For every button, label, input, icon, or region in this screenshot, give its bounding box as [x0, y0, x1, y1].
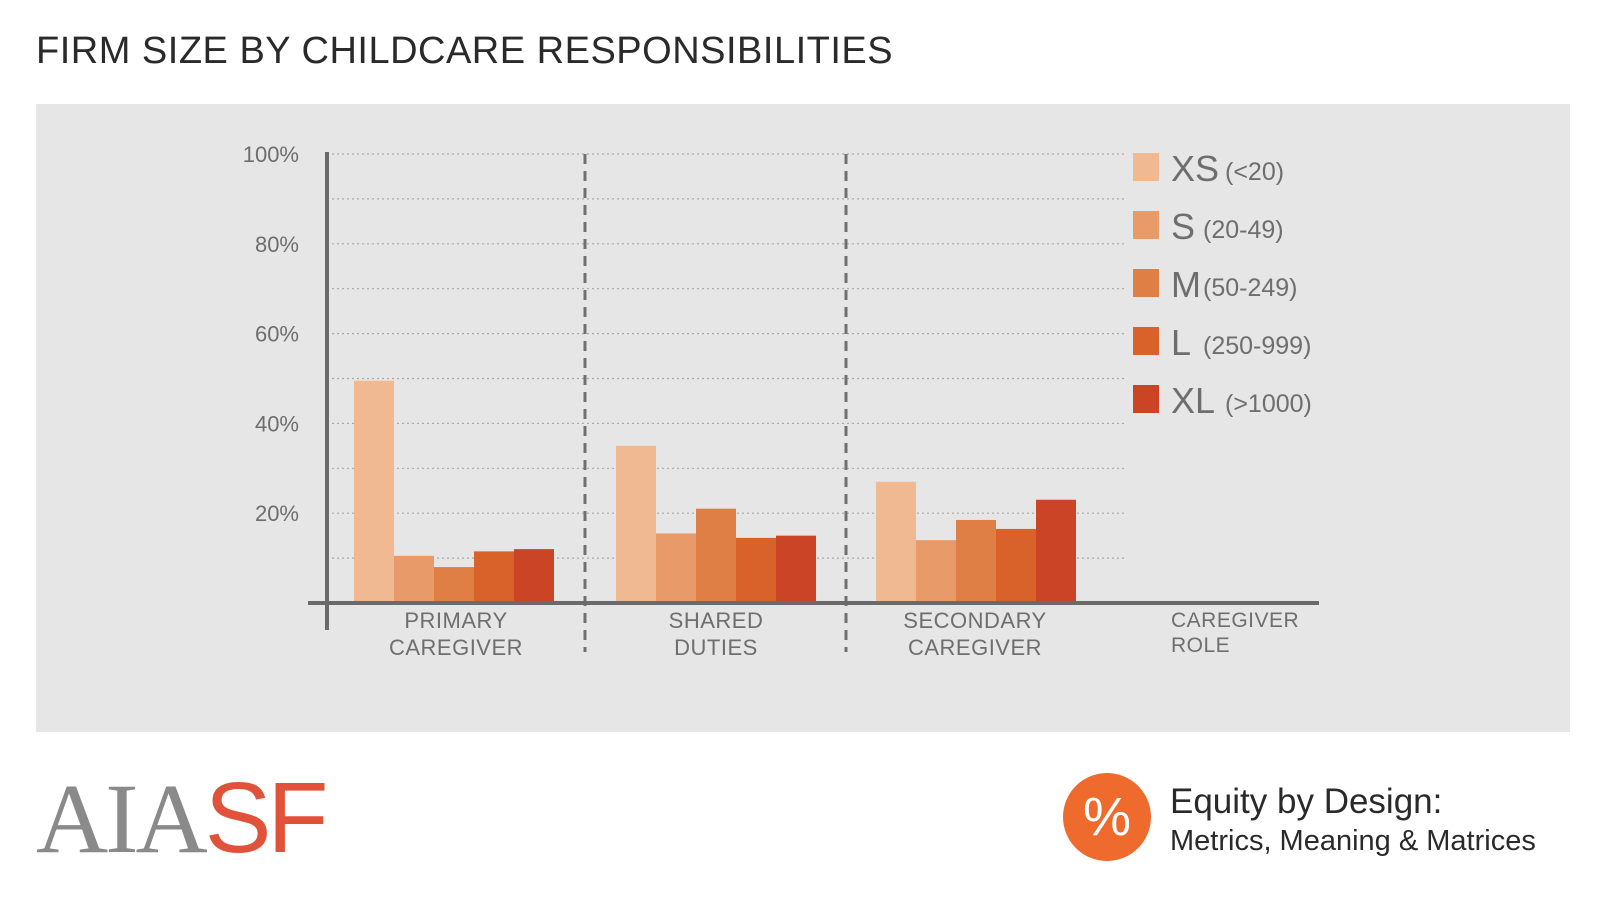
category-label: SECONDARY	[903, 608, 1046, 633]
bar-xl-3	[1036, 499, 1076, 603]
bar-xl-2	[776, 535, 816, 603]
bar-s-2	[656, 533, 696, 603]
category-label: CAREGIVER	[389, 635, 523, 660]
y-tick-label: 20%	[255, 501, 299, 526]
chart-title: FIRM SIZE BY CHILDCARE RESPONSIBILITIES	[36, 30, 894, 72]
bar-s-1	[394, 555, 434, 603]
legend-label-xs: XS	[1171, 148, 1219, 189]
legend-range-xl: (>1000)	[1225, 390, 1312, 418]
legend-range-l: (250-999)	[1203, 332, 1311, 360]
legend-label-xl: XL	[1171, 380, 1215, 421]
category-label: PRIMARY	[404, 608, 507, 633]
y-tick-label: 60%	[255, 322, 299, 347]
legend-range-s: (20-49)	[1203, 216, 1284, 244]
legend-label-s: S	[1171, 206, 1195, 247]
legend-range-m: (50-249)	[1203, 274, 1298, 302]
bar-l-2	[736, 537, 776, 603]
legend-swatch-xl	[1133, 385, 1159, 413]
legend-label-m: M	[1171, 264, 1201, 305]
bar-m-1	[434, 567, 474, 603]
bar-xs-1	[354, 380, 394, 603]
y-tick-label: 100%	[243, 142, 299, 167]
bar-xs-3	[876, 481, 916, 603]
bar-m-2	[696, 508, 736, 603]
aiasf-logo: AIASF	[36, 768, 329, 869]
legend-label-l: L	[1171, 322, 1191, 363]
legend-swatch-l	[1133, 327, 1159, 355]
bar-xl-1	[514, 549, 554, 603]
bar-m-3	[956, 519, 996, 603]
brand-title: Equity by Design:	[1170, 782, 1443, 821]
logo-sf-text: SF	[204, 762, 329, 874]
legend-swatch-s	[1133, 211, 1159, 239]
legend-swatch-xs	[1133, 153, 1159, 181]
bar-l-1	[474, 551, 514, 603]
legend-range-xs: (<20)	[1225, 158, 1284, 186]
y-tick-label: 80%	[255, 232, 299, 257]
category-label: CAREGIVER	[908, 635, 1042, 660]
logo-aia-text: AIA	[36, 763, 208, 874]
x-axis-title: CAREGIVER	[1171, 609, 1299, 632]
category-label: SHARED	[669, 608, 764, 633]
category-label: DUTIES	[674, 635, 758, 660]
bar-chart: 20%40%60%80%100%PRIMARYCAREGIVERSHAREDDU…	[243, 142, 1319, 660]
chart-panel: 20% 40% 60% 80% 100% PRIMARY CAREGIVER SHARED DU…	[36, 104, 1570, 732]
x-axis-title: ROLE	[1171, 634, 1230, 657]
bar-l-3	[996, 528, 1036, 603]
percent-badge-icon: %	[1063, 773, 1151, 861]
brand-subtitle: Metrics, Meaning & Matrices	[1170, 825, 1536, 857]
y-tick-label: 40%	[255, 411, 299, 436]
legend-swatch-m	[1133, 269, 1159, 297]
bar-s-3	[916, 540, 956, 603]
bar-xs-2	[616, 445, 656, 603]
